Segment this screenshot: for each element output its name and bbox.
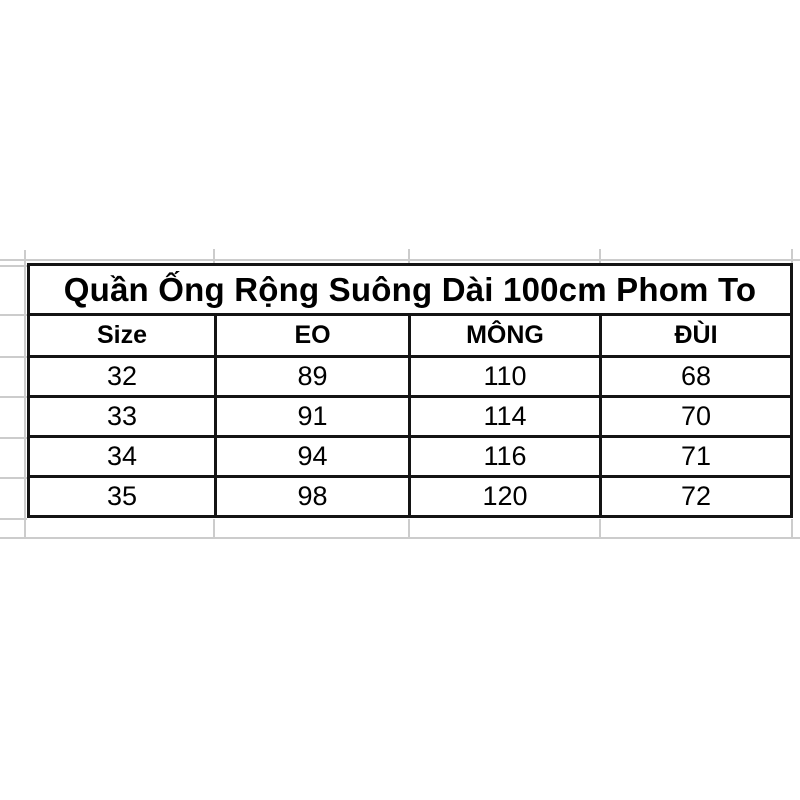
spreadsheet-gridline-margin-row-3 [0,356,27,358]
table-cell: 116 [408,435,602,478]
spreadsheet-gridline-margin-row-5 [0,437,27,439]
table-cell: 98 [214,475,411,518]
spreadsheet-gridline-margin-row-7 [0,518,27,520]
spreadsheet-gridline-margin-row-4 [0,396,27,398]
spreadsheet-gridline-col-a [24,250,26,539]
column-header-dui: ĐÙI [599,313,793,358]
spreadsheet-gridline-col-b-bottom [213,519,215,539]
table-cell: 32 [27,355,217,398]
spreadsheet-gridline-margin-row-2 [0,314,27,316]
spreadsheet-gridline-col-d-top [599,249,601,265]
column-header-eo: EO [214,313,411,358]
spreadsheet-gridline-col-d-bottom [599,519,601,539]
table-cell: 94 [214,435,411,478]
table-cell: 91 [214,395,411,438]
table-cell: 33 [27,395,217,438]
spreadsheet-gridline-col-e-bottom [791,519,793,539]
table-cell: 120 [408,475,602,518]
table-row: 35 98 120 72 [27,475,793,518]
table-cell: 114 [408,395,602,438]
table-row: 32 89 110 68 [27,355,793,398]
spreadsheet-gridline-margin-row-6 [0,477,27,479]
table-cell: 72 [599,475,793,518]
column-header-size: Size [27,313,217,358]
table-cell: 68 [599,355,793,398]
table-cell: 70 [599,395,793,438]
table-cell: 34 [27,435,217,478]
table-row: 33 91 114 70 [27,395,793,438]
table-cell: 110 [408,355,602,398]
spreadsheet-gridline-margin-row-1 [0,265,27,267]
table-cell: 71 [599,435,793,478]
table-cell: 89 [214,355,411,398]
spreadsheet-gridline-row-top [0,259,800,261]
spreadsheet-gridline-col-b-top [213,249,215,265]
spreadsheet-gridline-row-bottom [0,537,800,539]
chart-title: Quần Ống Rộng Suông Dài 100cm Phom To [27,263,793,316]
column-header-mong: MÔNG [408,313,602,358]
table-title-row: Quần Ống Rộng Suông Dài 100cm Phom To [27,263,793,316]
spreadsheet-gridline-col-c-top [408,249,410,265]
table-row: 34 94 116 71 [27,435,793,478]
table-cell: 35 [27,475,217,518]
size-chart-table: Quần Ống Rộng Suông Dài 100cm Phom To Si… [27,263,793,518]
spreadsheet-gridline-col-c-bottom [408,519,410,539]
table-header-row: Size EO MÔNG ĐÙI [27,313,793,358]
spreadsheet-gridline-col-e-top [791,249,793,265]
